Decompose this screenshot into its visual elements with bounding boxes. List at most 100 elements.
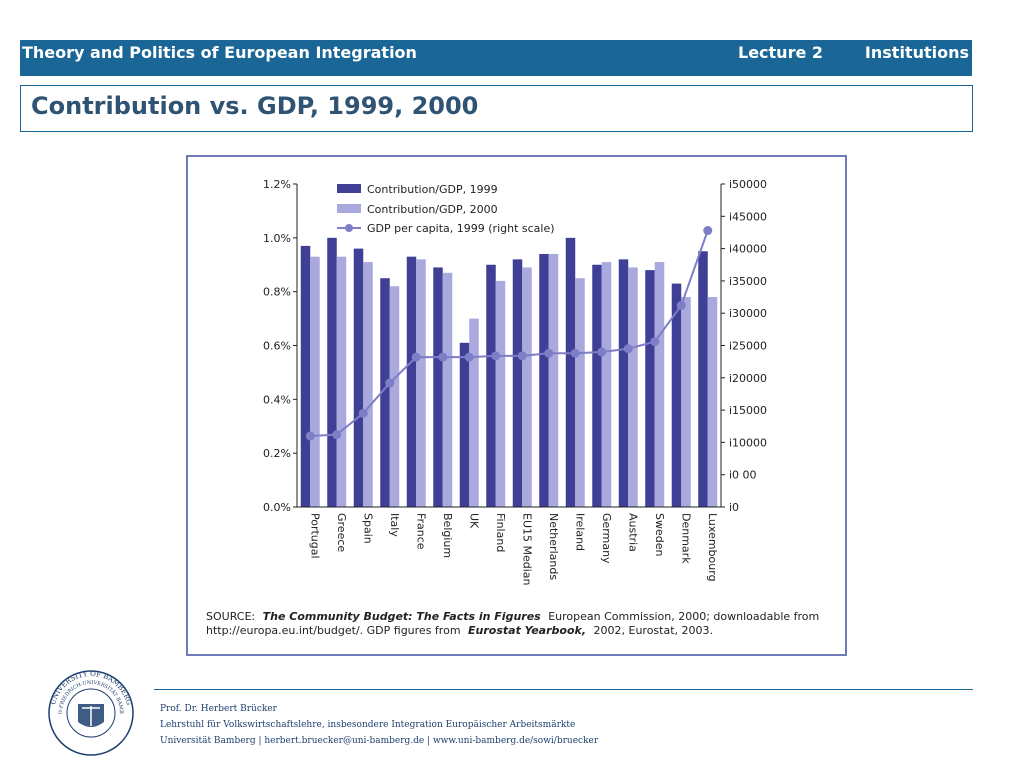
bar-2000	[495, 280, 506, 507]
gdp-point	[623, 344, 633, 354]
gdp-line-group	[305, 226, 713, 441]
category-label: EU15 Median	[520, 513, 533, 586]
bar-1999	[565, 237, 576, 507]
source-year: 2002, Eurostat, 2003.	[594, 624, 714, 637]
left-tick-label: 0.0%	[263, 501, 291, 514]
bar-2000	[522, 267, 532, 507]
bar-1999	[459, 342, 470, 507]
gdp-point	[676, 300, 686, 310]
bar-1999	[592, 264, 602, 507]
university-seal: UNIVERSITY OF BAMBERG OTTO-FRIEDRICH-UNI…	[46, 668, 134, 756]
bar-1999	[645, 270, 655, 507]
bar-2000	[575, 278, 585, 507]
header-bar: Theory and Politics of European Integrat…	[20, 40, 972, 76]
gdp-point	[438, 352, 448, 362]
legend-label-gdp: GDP per capita, 1999 (right scale)	[367, 222, 555, 235]
source-title: The Community Budget: The Facts in Figur…	[263, 610, 542, 623]
footer-author: Prof. Dr. Herbert Brücker	[160, 704, 277, 714]
bar-2000	[548, 253, 559, 507]
source-label: SOURCE:	[206, 610, 255, 623]
bar-1999	[433, 267, 443, 507]
gdp-point	[703, 226, 713, 236]
right-tick-label: i25000	[729, 340, 767, 353]
gdp-point	[464, 352, 474, 362]
slide-title-box: Contribution vs. GDP, 1999, 2000	[20, 85, 973, 132]
lecture-number: Lecture 2	[738, 43, 824, 62]
bar-1999	[406, 256, 417, 507]
bar-1999	[353, 248, 364, 507]
legend: Contribution/GDP, 1999 Contribution/GDP, …	[337, 183, 555, 235]
bar-2000	[389, 286, 400, 507]
svg-text:http://europa.eu.int/budget/.: http://europa.eu.int/budget/. GDP figure…	[206, 624, 713, 637]
footer-contact: Universität Bamberg | herbert.bruecker@u…	[160, 736, 599, 746]
bar-2000	[310, 256, 320, 507]
gdp-point	[597, 347, 607, 357]
gdp-point	[358, 408, 368, 418]
category-label: Spain	[361, 513, 374, 544]
category-label: Netherlands	[547, 513, 560, 580]
category-label: Ireland	[573, 513, 586, 551]
category-label: Denmark	[679, 513, 692, 564]
source-url: http://europa.eu.int/budget/. GDP figure…	[206, 624, 461, 637]
left-tick-label: 1.2%	[263, 178, 291, 191]
left-tick-label: 0.4%	[263, 393, 291, 406]
chart-frame: Portugal Greece Spain Italy France Belgium UK F…	[186, 155, 847, 656]
bar-2000	[654, 262, 665, 507]
right-tick-label: i15000	[729, 404, 767, 417]
bar-1999	[380, 278, 390, 507]
legend-label-1999: Contribution/GDP, 1999	[367, 183, 498, 196]
legend-label-2000: Contribution/GDP, 2000	[367, 203, 498, 216]
bar-2000	[336, 256, 347, 507]
bar-2000	[442, 272, 453, 507]
legend-swatch-2000	[337, 204, 361, 213]
right-tick-label: i20000	[729, 372, 767, 385]
source-rest: European Commission, 2000; downloadable …	[548, 610, 819, 623]
bar-2000	[601, 262, 612, 507]
category-label: Belgium	[441, 513, 454, 558]
right-tick-label: i45000	[729, 210, 767, 223]
left-tick-label: 1.0%	[263, 232, 291, 245]
bar-1999	[618, 259, 629, 507]
course-title: Theory and Politics of European Integrat…	[22, 43, 417, 62]
gdp-series-line	[310, 230, 709, 437]
category-label: Luxembourg	[706, 513, 719, 582]
left-tick-label: 0.6%	[263, 340, 291, 353]
right-tick-label: i40000	[729, 243, 767, 256]
left-tick-label: 0.8%	[263, 286, 291, 299]
right-tick-label: i0 00	[729, 469, 757, 482]
category-label: Italy	[388, 513, 401, 537]
lecture-topic: Institutions	[864, 43, 969, 62]
right-tick-label: i30000	[729, 307, 767, 320]
bar-2000	[628, 267, 638, 507]
gdp-point	[305, 431, 315, 441]
footer-chair: Lehrstuhl für Volkswirtschaftslehre, ins…	[160, 720, 576, 730]
category-label: Portugal	[308, 513, 321, 559]
bar-2000	[416, 259, 426, 507]
bar-1999	[300, 245, 311, 507]
bar-2000	[707, 297, 718, 507]
bar-2000	[469, 318, 479, 507]
gdp-point	[332, 430, 342, 440]
bar-1999	[539, 253, 549, 507]
left-tick-label: 0.2%	[263, 447, 291, 460]
source-yearbook: Eurostat Yearbook,	[468, 624, 586, 637]
footer-rule	[154, 689, 973, 690]
category-label: Sweden	[653, 513, 666, 556]
bar-1999	[512, 259, 523, 507]
right-tick-label: i35000	[729, 275, 767, 288]
category-label: UK	[467, 513, 480, 529]
chart: Portugal Greece Spain Italy France Belgium UK F…	[206, 178, 819, 637]
bar-2000	[681, 297, 691, 507]
right-tick-label: i50000	[729, 178, 767, 191]
axes-group: Portugal Greece Spain Italy France Belgium UK F…	[263, 178, 767, 586]
category-label: Greece	[335, 513, 348, 552]
gdp-point	[650, 337, 660, 347]
gdp-point	[411, 352, 421, 362]
svg-text:SOURCE: The Community: SOURCE: The Community Budget: The Facts …	[206, 610, 819, 623]
slide-title: Contribution vs. GDP, 1999, 2000	[31, 92, 479, 120]
bar-1999	[671, 283, 682, 507]
gdp-point	[385, 378, 395, 388]
category-label: Finland	[494, 513, 507, 552]
source-note: SOURCE: The Community Budget: The Facts …	[206, 610, 819, 637]
category-label: Germany	[600, 513, 613, 564]
